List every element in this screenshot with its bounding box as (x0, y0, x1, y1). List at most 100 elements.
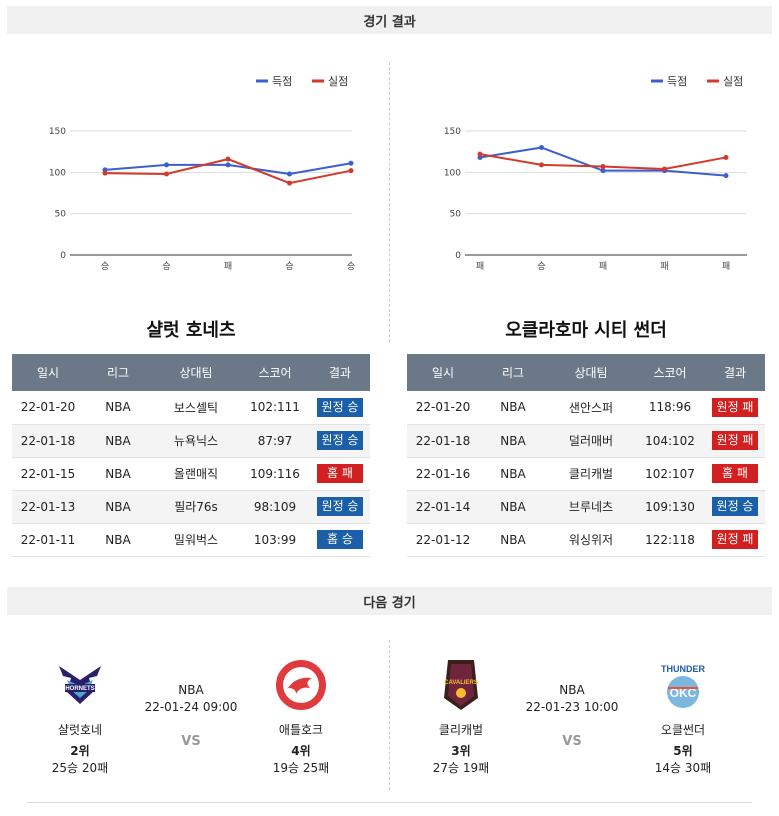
result-badge: 원정 승 (317, 397, 363, 417)
hornets-logo: HORNETS (59, 666, 101, 704)
cell-opponent: 워싱위저 (547, 523, 635, 557)
cell-score: 102:111 (240, 391, 310, 425)
legend-label: 실점 (723, 75, 743, 88)
y-tick-label: 0 (60, 251, 66, 261)
cell-opponent: 보스셀틱 (152, 391, 240, 425)
team-name: 애틀호크 (278, 723, 324, 737)
match-datetime: 22-01-23 10:00 (525, 700, 619, 714)
cell-result: 홈 패 (705, 457, 765, 491)
cell-score: 87:97 (240, 424, 310, 458)
section-title: 다음 경기 (363, 595, 416, 611)
cell-result: 원정 패 (705, 424, 765, 458)
thunder-logo: THUNDER OKC (661, 664, 705, 708)
cell-score: 122:118 (635, 523, 705, 557)
cell-score: 103:99 (240, 523, 310, 557)
cell-date: 22-01-18 (12, 424, 84, 458)
divider (389, 62, 390, 342)
table-row: 22-01-11 NBA 밀워벅스 103:99 홈 승 (12, 523, 370, 557)
data-point (287, 171, 292, 177)
x-tick-label: 승 (347, 261, 355, 272)
vs-label: VS (181, 734, 201, 749)
data-point (102, 170, 108, 176)
table-header: 일시 리그 상대팀 스코어 결과 (12, 354, 370, 391)
svg-text:OKC: OKC (670, 686, 697, 700)
y-tick-label: 0 (455, 251, 461, 261)
cell-opponent: 클리캐벌 (547, 457, 635, 491)
cell-result: 홈 패 (310, 457, 370, 491)
cell-opponent: 덜러매버 (547, 424, 635, 458)
team-name: 오클썬더 (660, 723, 706, 737)
col-header: 리그 (84, 354, 152, 391)
result-badge: 원정 패 (712, 530, 758, 549)
y-tick-label: 50 (55, 210, 67, 220)
cavaliers-logo: CAVALIERS (444, 660, 478, 710)
legend-label: 득점 (272, 75, 292, 88)
col-header: 상대팀 (152, 354, 240, 391)
col-header: 일시 (407, 354, 479, 391)
col-header: 상대팀 (547, 354, 635, 391)
cell-date: 22-01-11 (12, 523, 84, 557)
table-row: 22-01-20 NBA 보스셀틱 102:111 원정 승 (12, 391, 370, 425)
col-header: 리그 (479, 354, 547, 391)
y-tick-label: 50 (450, 210, 462, 220)
data-point (662, 166, 667, 172)
team-card[interactable]: CAVALIERS 클리캐벌 3위 27승 19패 (416, 658, 506, 776)
results-table: 일시 리그 상대팀 스코어 결과 22-01-20 NBA 샌안스퍼 118:96 원정… (407, 354, 765, 557)
col-header: 결과 (310, 354, 370, 391)
data-point (477, 151, 483, 157)
section-header-next: 다음 경기 (7, 587, 772, 615)
table-row: 22-01-16 NBA 클리캐벌 102:107 홈 패 (407, 457, 765, 491)
cell-league: NBA (84, 424, 152, 458)
team-card[interactable]: HORNETS 샬럿호네 2위 25승 20패 (35, 658, 125, 776)
data-point (600, 164, 606, 170)
team-card[interactable]: 애틀호크 4위 19승 25패 (256, 658, 346, 776)
data-point (287, 180, 292, 186)
cell-result: 홈 승 (310, 523, 370, 557)
team-record: 27승 19패 (432, 761, 490, 775)
cell-opponent: 밀워벅스 (152, 523, 240, 557)
result-badge: 원정 패 (712, 397, 758, 417)
team-name: 클리캐벌 (438, 723, 484, 737)
team-name: 샬럿호네 (57, 723, 103, 737)
result-badge: 홈 패 (712, 464, 758, 483)
legend-label: 실점 (328, 75, 348, 88)
cell-opponent: 필라76s (152, 490, 240, 524)
team-rank: 3위 (451, 744, 471, 758)
match-datetime: 22-01-24 09:00 (144, 700, 238, 714)
cell-result: 원정 승 (310, 424, 370, 458)
match-info: NBA 22-01-24 09:00 VS (136, 683, 246, 749)
cell-date: 22-01-15 (12, 457, 84, 491)
cell-result: 원정 승 (705, 490, 765, 524)
data-point (539, 145, 544, 151)
section-title: 경기 결과 (363, 14, 416, 30)
result-badge: 원정 승 (317, 497, 363, 516)
team-card[interactable]: THUNDER OKC 오클썬더 5위 14승 30패 (638, 658, 728, 776)
result-badge: 원정 승 (712, 497, 758, 516)
svg-text:THUNDER: THUNDER (661, 664, 705, 674)
cell-league: NBA (479, 391, 547, 425)
legend-label: 득점 (667, 75, 687, 88)
cell-league: NBA (84, 457, 152, 491)
table-row: 22-01-14 NBA 브루네츠 109:130 원정 승 (407, 490, 765, 524)
team-title: 오클라호마 시티 썬더 (505, 320, 667, 341)
cell-league: NBA (479, 457, 547, 491)
x-tick-label: 승 (162, 261, 170, 272)
table-row: 22-01-18 NBA 뉴욕닉스 87:97 원정 승 (12, 424, 370, 458)
cell-date: 22-01-20 (12, 391, 84, 425)
line-chart: 0 50 100 150 승 승 패 승 승 득점 실점 (49, 75, 355, 272)
x-tick-label: 패 (599, 261, 607, 272)
result-badge: 원정 패 (712, 431, 758, 450)
y-tick-label: 150 (444, 127, 461, 137)
table-row: 22-01-18 NBA 덜러매버 104:102 원정 패 (407, 424, 765, 458)
data-point (225, 156, 231, 162)
data-point (539, 162, 544, 168)
cell-league: NBA (84, 391, 152, 425)
table-row: 22-01-12 NBA 워싱위저 122:118 원정 패 (407, 523, 765, 557)
data-point (164, 162, 169, 168)
y-tick-label: 100 (49, 168, 66, 178)
cell-opponent: 뉴욕닉스 (152, 424, 240, 458)
team-record: 25승 20패 (51, 761, 109, 775)
cell-opponent: 올랜매직 (152, 457, 240, 491)
col-header: 결과 (705, 354, 765, 391)
result-badge: 홈 승 (317, 530, 363, 549)
